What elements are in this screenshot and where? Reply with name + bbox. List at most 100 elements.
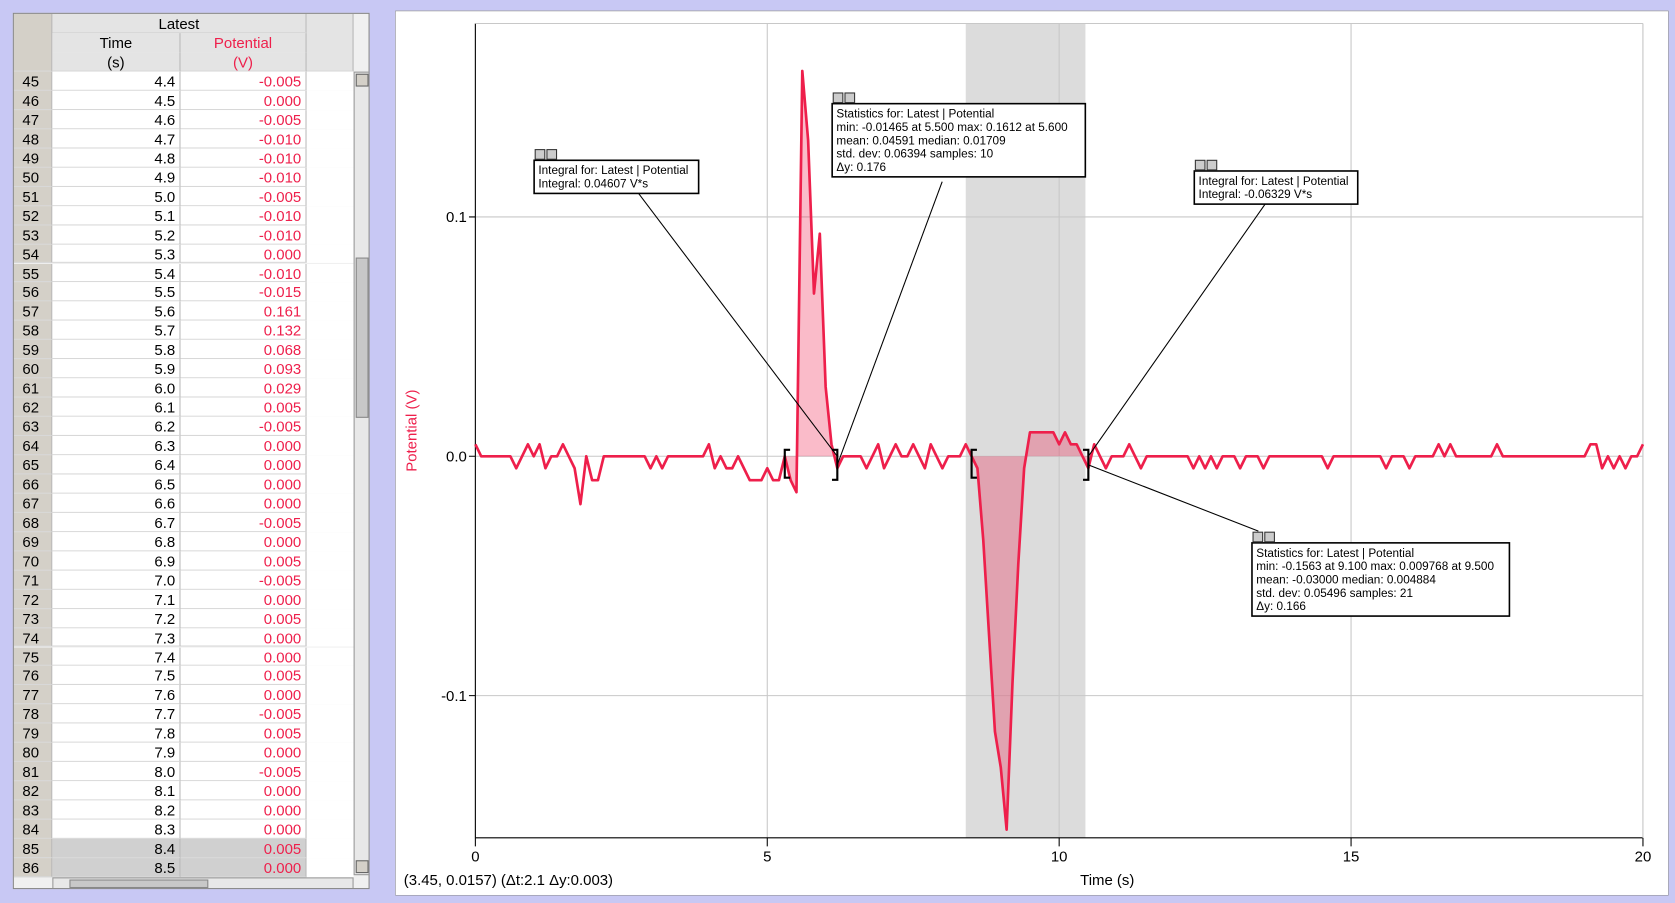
x-tick-label: 10 — [1051, 848, 1068, 865]
v-scrollbar[interactable] — [353, 71, 369, 876]
blank-cell — [306, 416, 354, 437]
scroll-up[interactable] — [355, 73, 369, 87]
row-number: 58 — [13, 320, 53, 341]
blank-cell — [306, 685, 354, 705]
time-cell: 7.6 — [52, 685, 181, 705]
row-number: 86 — [13, 858, 53, 878]
potential-cell: 0.005 — [180, 608, 307, 628]
row-number: 71 — [13, 570, 53, 590]
blank-cell — [306, 627, 354, 648]
column-header[interactable]: Time — [52, 33, 181, 53]
blank-cell — [306, 647, 354, 667]
bracket-left — [970, 448, 977, 479]
close-icon[interactable] — [1194, 159, 1206, 171]
column-header[interactable]: Potential — [180, 33, 307, 53]
menu-icon[interactable] — [1206, 159, 1218, 171]
menu-icon[interactable] — [1264, 531, 1275, 543]
blank-cell — [306, 225, 354, 245]
blank-cell — [306, 551, 354, 571]
close-icon[interactable] — [1252, 531, 1264, 543]
row-number: 72 — [13, 589, 53, 609]
time-cell: 5.1 — [52, 205, 181, 226]
potential-cell: 0.132 — [180, 320, 307, 341]
time-cell: 7.8 — [52, 723, 181, 743]
blank-cell — [306, 263, 354, 283]
potential-cell: 0.000 — [180, 493, 307, 513]
potential-cell: -0.005 — [180, 109, 307, 130]
blank-cell — [306, 762, 354, 782]
blank-cell — [306, 474, 354, 494]
time-cell: 5.2 — [52, 225, 181, 245]
h-thumb[interactable] — [69, 879, 209, 889]
potential-cell: 0.000 — [180, 244, 307, 264]
potential-cell: -0.005 — [180, 71, 307, 91]
blank-cell — [306, 320, 354, 341]
scroll-thumb[interactable] — [355, 257, 369, 418]
potential-cell: 0.000 — [180, 627, 307, 648]
row-number: 56 — [13, 282, 53, 302]
potential-cell: -0.010 — [180, 263, 307, 283]
annotation-text: mean: -0.03000 median: 0.004884 — [1256, 573, 1436, 586]
leader-line — [836, 181, 943, 466]
blank-cell — [306, 666, 354, 686]
scroll-down[interactable] — [355, 860, 369, 874]
potential-cell: -0.005 — [180, 416, 307, 437]
close-icon[interactable] — [534, 149, 546, 160]
row-number: 73 — [13, 608, 53, 628]
row-number: 53 — [13, 225, 53, 245]
potential-cell: -0.010 — [180, 205, 307, 226]
menu-icon[interactable] — [546, 149, 558, 160]
blank-cell — [306, 282, 354, 302]
row-number: 64 — [13, 436, 53, 456]
status-text: (3.45, 0.0157) (Δt:2.1 Δy:0.003) — [404, 872, 613, 889]
blank-cell — [306, 704, 354, 724]
time-cell: 6.4 — [52, 455, 181, 475]
row-number: 66 — [13, 474, 53, 494]
blank-cell — [306, 301, 354, 321]
annotation-text: std. dev: 0.06394 samples: 10 — [836, 148, 993, 161]
time-cell: 4.8 — [52, 148, 181, 168]
blank-cell — [306, 148, 354, 168]
potential-cell: 0.000 — [180, 742, 307, 763]
time-cell: 6.8 — [52, 531, 181, 552]
integral-fill — [784, 70, 838, 493]
menu-icon[interactable] — [844, 92, 856, 104]
blank-cell — [306, 205, 354, 226]
time-cell: 7.3 — [52, 627, 181, 648]
potential-cell: 0.161 — [180, 301, 307, 321]
row-number: 85 — [13, 838, 53, 859]
row-number: 60 — [13, 359, 53, 379]
row-number: 65 — [13, 455, 53, 475]
time-cell: 7.7 — [52, 704, 181, 724]
leader-line — [637, 192, 838, 457]
x-tick-label: 15 — [1343, 848, 1360, 865]
blank-cell — [306, 838, 354, 859]
blank-cell — [306, 359, 354, 379]
close-icon[interactable] — [832, 92, 844, 104]
blank-cell — [306, 129, 354, 149]
time-cell: 4.9 — [52, 167, 181, 187]
data-table: Latest Time (s) Potential (V) 45 4.4 -0.005 46 4.… — [12, 12, 370, 890]
row-number: 80 — [13, 742, 53, 763]
time-cell: 4.6 — [52, 109, 181, 130]
row-number: 81 — [13, 762, 53, 782]
annotation-box — [533, 159, 700, 195]
row-number: 74 — [13, 627, 53, 648]
annotation-text: Integral: -0.06329 V*s — [1199, 188, 1313, 201]
row-number: 84 — [13, 819, 53, 839]
time-cell: 6.2 — [52, 416, 181, 437]
time-cell: 7.4 — [52, 647, 181, 667]
blank-cell — [306, 608, 354, 628]
row-number: 67 — [13, 493, 53, 513]
row-number: 68 — [13, 512, 53, 532]
row-number: 79 — [13, 723, 53, 743]
annotation-text: mean: 0.04591 median: 0.01709 — [836, 134, 1005, 147]
annotation-text: Statistics for: Latest | Potential — [1256, 547, 1414, 560]
blank-cell — [306, 71, 354, 91]
potential-cell: 0.000 — [180, 685, 307, 705]
time-cell: 5.3 — [52, 244, 181, 264]
row-number: 50 — [13, 167, 53, 187]
time-cell: 7.1 — [52, 589, 181, 609]
potential-cell: 0.005 — [180, 723, 307, 743]
